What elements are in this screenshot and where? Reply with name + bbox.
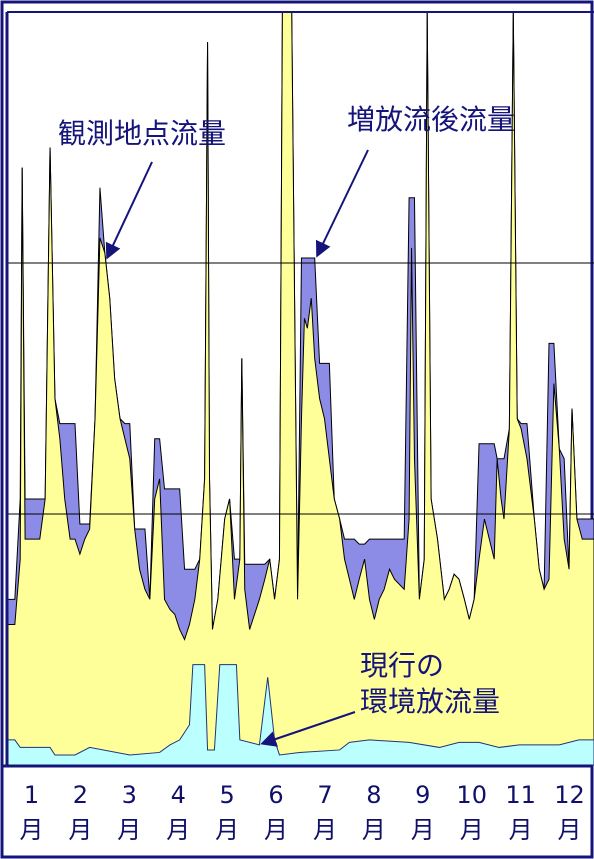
annotation: 増放流後流量: [347, 103, 516, 136]
x-tick-label: 11: [505, 781, 536, 809]
x-tick-label: 2: [73, 781, 88, 809]
x-tick-label: 4: [171, 781, 186, 809]
x-axis: 1 月 2 月 3 月 4 月 5 月 6 月 7 月 8 月 9 月 10 月 11 月 12 月: [19, 781, 584, 844]
x-tick-unit: 月: [411, 816, 435, 844]
x-tick-label: 7: [317, 781, 332, 809]
x-tick-label: 3: [122, 781, 137, 809]
x-tick-label: 6: [268, 781, 283, 809]
area: [6, 664, 594, 766]
x-tick-unit: 月: [166, 816, 190, 844]
annotation: 観測地点流量: [58, 117, 227, 150]
x-tick-unit: 月: [313, 816, 337, 844]
x-tick-label: 12: [554, 781, 585, 809]
x-tick-label: 8: [366, 781, 381, 809]
x-tick-unit: 月: [215, 816, 239, 844]
x-tick-unit: 月: [68, 816, 92, 844]
x-tick-label: 10: [456, 781, 487, 809]
x-tick-label: 9: [415, 781, 430, 809]
x-tick-unit: 月: [362, 816, 386, 844]
area: [6, 11, 594, 766]
x-tick-label: 1: [24, 781, 39, 809]
x-tick-unit: 月: [509, 816, 533, 844]
x-tick-label: 5: [219, 781, 234, 809]
x-tick-unit: 月: [264, 816, 288, 844]
annotation: 現行の 環境放流量: [360, 649, 501, 718]
x-tick-unit: 月: [460, 816, 484, 844]
x-tick-unit: 月: [19, 816, 43, 844]
x-tick-unit: 月: [558, 816, 582, 844]
plot: [6, 11, 594, 766]
x-tick-unit: 月: [117, 816, 141, 844]
